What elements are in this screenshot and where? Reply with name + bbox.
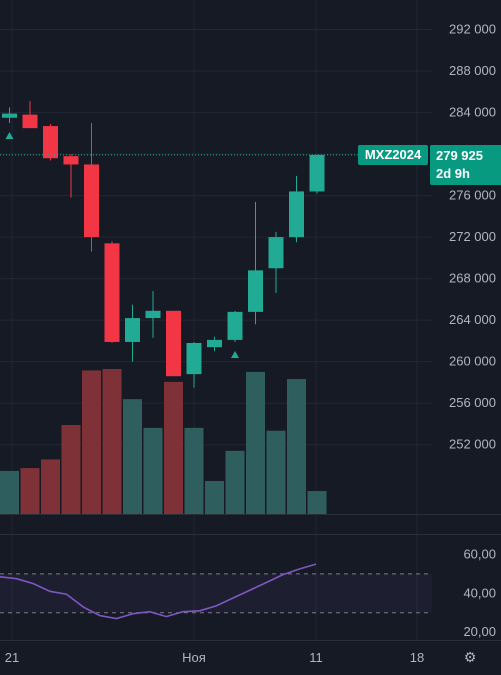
volume-bar (61, 424, 81, 514)
time-axis[interactable]: 21 Ноя 11 18 (0, 640, 501, 666)
candle-body (84, 164, 99, 238)
time-tick-label: 21 (5, 650, 19, 665)
volume-bar (82, 370, 101, 514)
signal-markers (5, 131, 239, 358)
price-tick-label: 292 000 (449, 22, 496, 37)
volume-bar (102, 369, 122, 514)
candle-body (43, 126, 58, 159)
symbol-label: MXZ2024 (358, 145, 428, 165)
volume-bar (123, 399, 142, 514)
osc-tick-label: 40,00 (463, 585, 496, 600)
candle-body (227, 311, 243, 340)
time-tick-label: 11 (309, 650, 323, 665)
signal-triangle-up-icon (231, 350, 239, 358)
candle-body (125, 318, 140, 342)
last-price-tag: 279 925 2d 9h (430, 145, 501, 185)
candle-body (207, 339, 222, 348)
oscillator-pane (0, 534, 501, 620)
volume-bar (287, 379, 306, 514)
candle-body (248, 270, 263, 312)
volume-bar (143, 427, 163, 514)
price-tick-label: 272 000 (449, 229, 496, 244)
candle-body (145, 310, 161, 319)
oscillator-axis[interactable]: 60,00 40,00 20,00 (463, 546, 496, 639)
candle-body (289, 191, 304, 238)
volume-bar (20, 468, 40, 514)
candle-body (2, 113, 17, 118)
settings-gear-icon[interactable]: ⚙ (463, 650, 477, 666)
candle-body (63, 156, 79, 165)
candle-body (22, 114, 38, 129)
price-tick-label: 288 000 (449, 63, 496, 78)
time-tick-label: Ноя (182, 650, 206, 665)
volume-bar (0, 470, 19, 514)
candle-body (166, 310, 181, 377)
osc-tick-label: 60,00 (463, 546, 496, 561)
candle-body (104, 243, 120, 342)
volume-bar (225, 450, 245, 514)
time-tick-label: 18 (410, 650, 424, 665)
osc-tick-label: 20,00 (463, 624, 496, 639)
price-tick-label: 252 000 (449, 437, 496, 452)
bar-countdown: 2d 9h (436, 166, 470, 181)
price-tick-label: 260 000 (449, 354, 496, 369)
last-price-value: 279 925 (436, 148, 483, 163)
volume-bar (164, 381, 183, 514)
candle-body (309, 154, 325, 192)
volume-bar (184, 427, 204, 514)
candlesticks (2, 101, 325, 388)
volume-bar (41, 459, 60, 514)
price-tick-label: 284 000 (449, 105, 496, 120)
volume-bar (266, 430, 286, 514)
volume-bars (0, 369, 501, 515)
candle-body (268, 237, 284, 269)
price-tick-label: 264 000 (449, 312, 496, 327)
candle-body (186, 342, 202, 375)
volume-bar (205, 480, 224, 514)
price-tick-label: 276 000 (449, 188, 496, 203)
volume-bar (307, 491, 327, 514)
volume-bar (246, 371, 265, 514)
price-tick-label: 256 000 (449, 395, 496, 410)
grid-lines (0, 0, 432, 640)
signal-triangle-up-icon (5, 131, 14, 139)
oscillator-line (0, 563, 317, 620)
price-tick-label: 268 000 (449, 271, 496, 286)
